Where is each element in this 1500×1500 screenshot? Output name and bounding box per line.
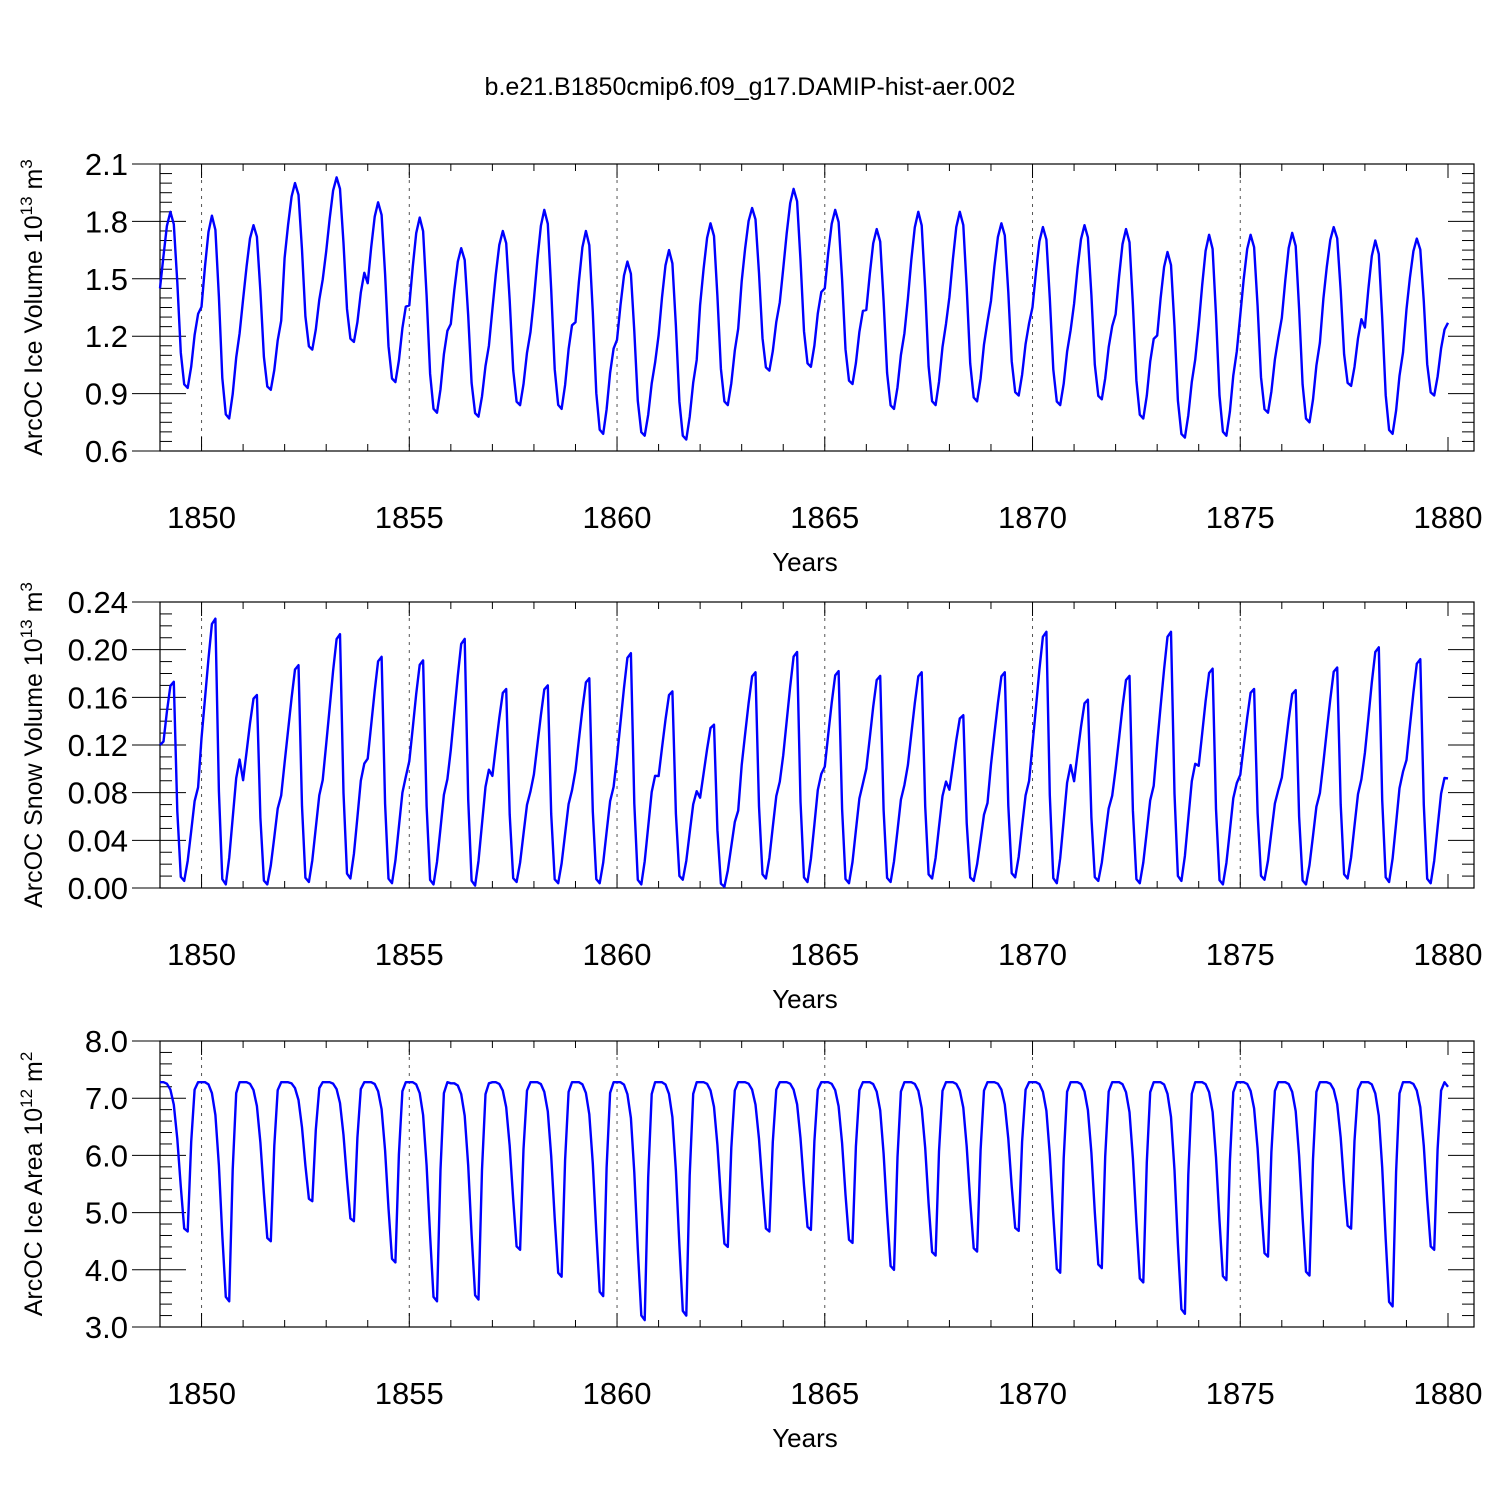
x-tick-label-1860: 1860 [583,500,652,535]
y-tick-label: 1.2 [85,319,128,354]
y-tick-label: 0.08 [68,776,128,811]
x-tick-label-1850: 1850 [167,1376,236,1411]
y-axis-label-unit: m [20,1061,48,1089]
series-line-ice-volume [158,176,1450,441]
y-axis-label-main: ArcOC Snow Volume 10 [20,638,48,908]
x-tick-label-1875: 1875 [1206,937,1275,972]
panel-snow-volume: 1850 1855 1860 1865 1870 1875 1880 Years 0.00 0.0… [17,582,1482,1014]
series-line-ice-area [160,1081,1449,1322]
x-axis-label: Years [772,984,838,1014]
y-axis-label-unit-exp: 2 [17,1052,36,1061]
x-tick-label-1875: 1875 [1206,1376,1275,1411]
plot-frame [159,601,1475,889]
x-tick-label-1880: 1880 [1414,500,1483,535]
y-axis-label-unit: m [20,169,48,197]
y-tick-label: 0.20 [68,633,128,668]
y-axis-label-exp: 13 [17,619,36,638]
x-tick-label-1860: 1860 [583,1376,652,1411]
x-tick-label-1865: 1865 [790,500,859,535]
x-axis-label: Years [772,547,838,577]
y-tick-label: 0.12 [68,728,128,763]
x-axis-label: Years [772,1423,838,1453]
panel-ice-area: 1850 1855 1860 1865 1870 1875 1880 Years 3.0 4.0 5… [17,1024,1482,1453]
y-tick-label: 0.24 [68,585,128,620]
y-axis-label-exp: 12 [17,1089,36,1108]
y-tick-label: 6.0 [85,1138,128,1173]
x-tick-label-1870: 1870 [998,1376,1067,1411]
x-tick-label-1870: 1870 [998,937,1067,972]
y-axis-label-main: ArcOC Ice Area 10 [20,1108,48,1316]
y-tick-label: 0.04 [68,823,128,858]
y-tick-label: 4.0 [85,1253,128,1288]
plot-frame [159,1040,1475,1328]
y-tick-label: 5.0 [85,1196,128,1231]
panel-ice-volume: 1850 1855 1860 1865 1870 1875 1880 Years 0.6 0.9 1… [17,147,1482,577]
y-axis-label-unit-exp: 3 [17,582,36,591]
y-tick-label: 2.1 [85,147,128,182]
y-tick-label: 8.0 [85,1024,128,1059]
x-tick-label-1880: 1880 [1414,1376,1483,1411]
plot-frame [159,163,1475,452]
series-line-snow-volume [159,617,1449,888]
x-tick-label-1850: 1850 [167,937,236,972]
x-tick-label-1855: 1855 [375,937,444,972]
x-tick-label-1855: 1855 [375,1376,444,1411]
x-tick-label-1870: 1870 [998,500,1067,535]
y-axis-label-exp: 13 [17,196,36,215]
x-tick-label-1850: 1850 [167,500,236,535]
x-tick-label-1855: 1855 [375,500,444,535]
y-tick-label: 3.0 [85,1310,128,1345]
y-tick-label: 0.16 [68,680,128,715]
x-tick-label-1880: 1880 [1414,937,1483,972]
y-axis-label: ArcOC Snow Volume 1013 m3 [17,582,48,908]
y-axis-label-main: ArcOC Ice Volume 10 [20,215,48,455]
y-tick-label: 0.6 [85,434,128,469]
y-tick-label: 0.9 [85,377,128,412]
y-tick-label: 0.00 [68,871,128,906]
x-tick-label-1875: 1875 [1206,500,1275,535]
x-tick-label-1865: 1865 [790,937,859,972]
y-tick-label: 1.8 [85,204,128,239]
figure-title: b.e21.B1850cmip6.f09_g17.DAMIP-hist-aer.… [485,73,1016,101]
y-axis-label-unit-exp: 3 [17,159,36,168]
x-tick-label-1860: 1860 [583,937,652,972]
y-tick-label: 7.0 [85,1081,128,1116]
y-axis-label: ArcOC Ice Volume 1013 m3 [17,159,48,456]
y-axis-label: ArcOC Ice Area 1012 m2 [17,1052,48,1317]
y-tick-label: 1.5 [85,262,128,297]
x-tick-label-1865: 1865 [790,1376,859,1411]
y-axis-label-unit: m [20,592,48,620]
